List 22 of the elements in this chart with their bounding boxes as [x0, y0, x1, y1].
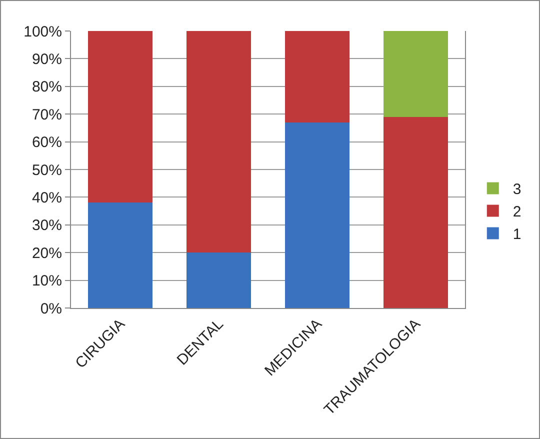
bar	[186, 252, 251, 308]
y-tick-label: 90%	[32, 50, 62, 68]
y-tick-label: 100%	[24, 23, 62, 40]
bar	[384, 31, 448, 117]
legend-label: 1	[512, 226, 522, 244]
y-tick-label: 0%	[40, 300, 62, 318]
legend-label: 3	[512, 181, 522, 198]
bar	[285, 122, 350, 308]
y-tick-label: 40%	[32, 189, 62, 206]
y-tick-label: 30%	[32, 217, 62, 234]
bar	[186, 31, 251, 253]
y-tick-label: 70%	[32, 106, 62, 124]
bar	[285, 31, 350, 122]
y-tick-label: 60%	[32, 134, 62, 152]
bar	[88, 31, 152, 203]
y-tick-label: 10%	[32, 272, 62, 290]
bar	[88, 202, 152, 308]
y-tick-label: 80%	[32, 78, 62, 96]
y-tick-label: 50%	[32, 162, 62, 179]
legend-label: 2	[512, 204, 522, 221]
bar	[384, 116, 448, 308]
y-tick-label: 20%	[32, 244, 62, 262]
